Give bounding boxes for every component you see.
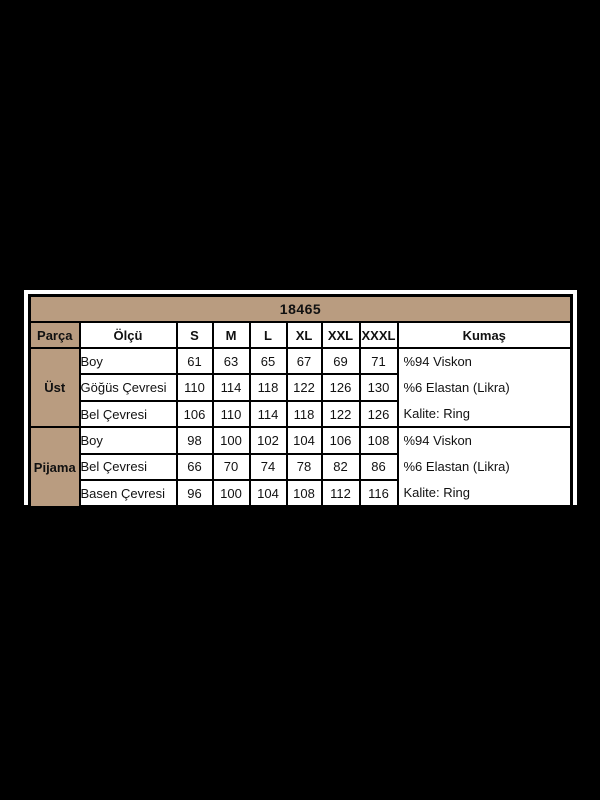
fabric-line: %6 Elastan (Likra) [403,459,510,475]
size-value: 112 [320,479,361,509]
measure-label: Boy [78,346,178,376]
size-value: 100 [211,479,251,509]
size-value: 126 [358,399,399,429]
col-header-size-l: L [248,321,288,349]
size-value: 71 [358,346,399,376]
col-header-size-m: M [211,321,251,349]
size-value: 82 [320,452,361,482]
title-row: 18465 [28,294,573,323]
size-value: 114 [211,373,251,402]
col-header-olcu: Ölçü [78,321,178,349]
fabric-line: Kalite: Ring [403,484,470,500]
fabric-info-pijama: %94 Viskon %6 Elastan (Likra) Kalite: Ri… [396,426,573,509]
size-value: 118 [285,399,323,429]
size-value: 67 [285,346,323,376]
measure-label: Basen Çevresi [78,479,178,509]
size-value: 108 [358,426,399,455]
product-code: 18465 [28,294,573,323]
measure-label: Göğüs Çevresi [78,373,178,402]
size-value: 108 [285,479,323,509]
table-row: Pijama Boy 98 100 102 104 106 108 %94 Vi… [28,426,573,509]
group-name-pijama: Pijama [28,426,81,509]
measure-label: Boy [78,426,178,455]
fabric-line: %6 Elastan (Likra) [403,379,510,395]
table-row: Bel Çevresi 66 70 74 78 82 86 [30,452,572,482]
size-value: 69 [320,346,361,376]
size-value: 110 [211,399,251,429]
table-row: Göğüs Çevresi 110 114 118 122 126 130 [30,373,572,402]
fabric-line: %94 Viskon [403,433,472,449]
size-value: 106 [175,399,214,429]
fabric-line: %94 Viskon [403,354,472,369]
size-value: 100 [211,426,251,455]
size-value: 130 [358,373,399,402]
size-chart-table: 18465 Parça Ölçü S M L XL XXL XXXL Kumaş… [28,294,573,509]
table-row: Basen Çevresi 96 100 104 108 112 116 [30,479,572,509]
size-value: 118 [248,373,288,402]
col-header-size-s: S [175,321,214,349]
size-chart-panel: 18465 Parça Ölçü S M L XL XXL XXXL Kumaş… [24,290,577,509]
size-value: 78 [285,452,323,482]
size-value: 114 [248,399,288,429]
column-header-row: Parça Ölçü S M L XL XXL XXXL Kumaş [28,321,573,349]
group-name-ust: Üst [28,346,81,429]
fabric-line: Kalite: Ring [403,405,470,421]
size-value: 104 [248,479,288,509]
size-value: 116 [358,479,399,509]
size-value: 110 [175,373,214,402]
size-value: 106 [320,426,361,455]
table-row: Bel Çevresi 106 110 114 118 122 126 [30,399,572,429]
size-value: 86 [358,452,399,482]
col-header-kumas: Kumaş [396,321,573,349]
size-value: 122 [285,373,323,402]
size-value: 102 [248,426,288,455]
size-value: 96 [175,479,214,509]
col-header-size-xxxl: XXXL [358,321,399,349]
table-row: Üst Boy 61 63 65 67 69 71 %94 Viskon %6 … [28,346,573,429]
size-value: 63 [211,346,251,376]
size-value: 74 [248,452,288,482]
size-value: 98 [175,426,214,455]
size-value: 65 [248,346,288,376]
col-header-size-xxl: XXL [320,321,361,349]
measure-label: Bel Çevresi [78,399,178,429]
size-value: 104 [285,426,323,455]
size-value: 70 [211,452,251,482]
measure-label: Bel Çevresi [78,452,178,482]
size-value: 61 [175,346,214,376]
size-value: 126 [320,373,361,402]
size-value: 122 [320,399,361,429]
col-header-parca: Parça [28,321,81,349]
col-header-size-xl: XL [285,321,323,349]
size-value: 66 [175,452,214,482]
fabric-info-ust: %94 Viskon %6 Elastan (Likra) Kalite: Ri… [396,346,573,429]
